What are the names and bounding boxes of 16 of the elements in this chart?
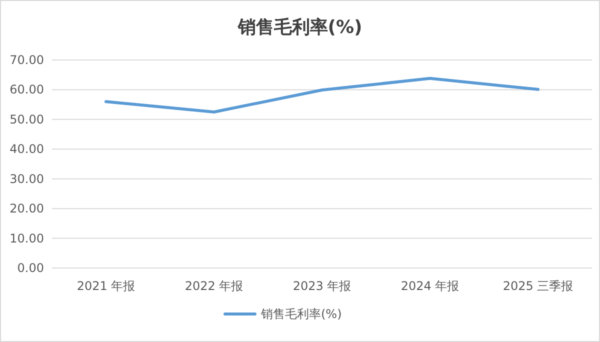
chart-title: 销售毛利率(%) bbox=[236, 17, 362, 38]
legend-label: 销售毛利率(%) bbox=[260, 307, 342, 321]
y-tick-label: 50.00 bbox=[10, 112, 44, 126]
y-tick-label: 30.00 bbox=[10, 172, 44, 186]
x-tick-label: 2024 年报 bbox=[400, 279, 460, 293]
line-series bbox=[104, 76, 540, 114]
y-tick-label: 60.00 bbox=[10, 82, 44, 97]
y-tick-label: 10.00 bbox=[10, 231, 44, 246]
y-tick-label: 0.00 bbox=[17, 261, 44, 275]
y-tick-label: 40.00 bbox=[10, 142, 44, 156]
y-tick-label: 70.00 bbox=[10, 53, 44, 67]
x-tick-label: 2025 三季报 bbox=[502, 279, 574, 293]
x-tick-label: 2022 年报 bbox=[184, 279, 244, 293]
x-tick-label: 2021 年报 bbox=[76, 279, 136, 293]
y-tick-label: 20.00 bbox=[10, 202, 44, 216]
x-tick-label: 2023 年报 bbox=[292, 279, 352, 293]
